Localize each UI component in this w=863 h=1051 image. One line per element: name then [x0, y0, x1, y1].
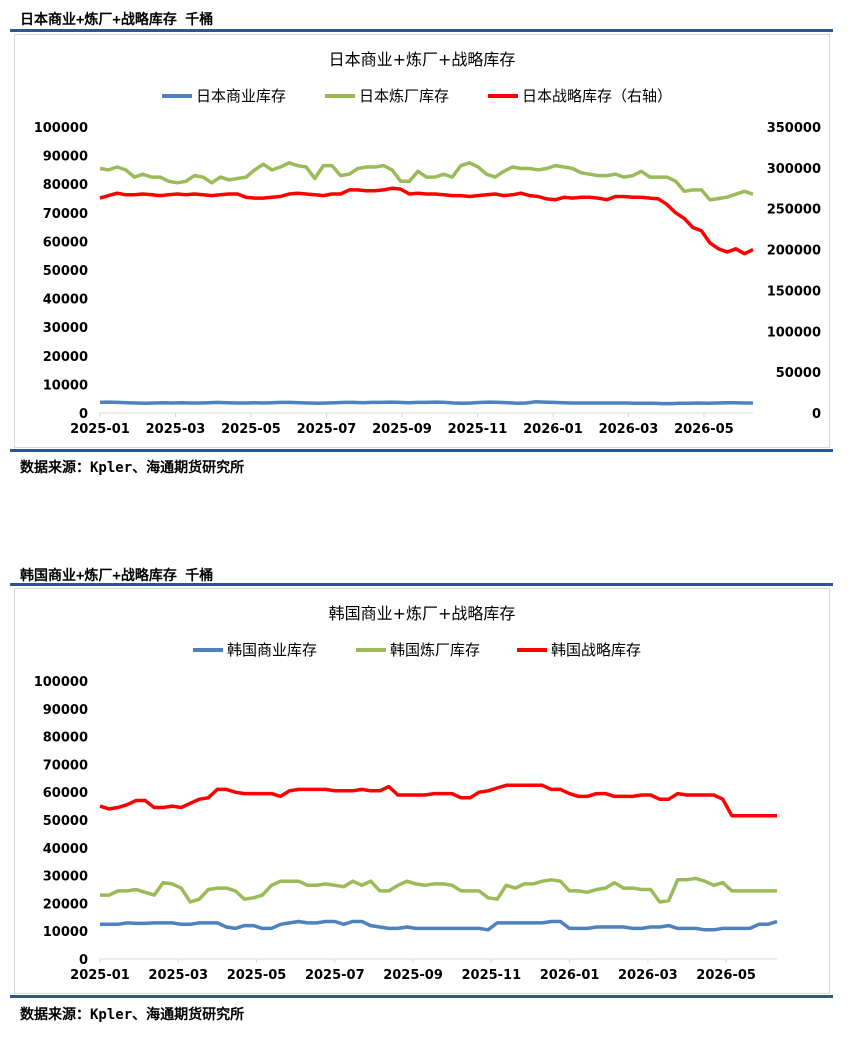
x-tick-label: 2025-11: [448, 422, 508, 437]
legend-label-commercial: 日本商业库存: [196, 87, 286, 105]
x-tick-label: 2025-05: [221, 422, 281, 437]
x-tick-label: 2025-07: [297, 422, 357, 437]
y2-tick-label: 200000: [767, 244, 821, 259]
x-tick-label: 2026-01: [523, 422, 583, 437]
chart-frame-korea: 韩国商业+炼厂+战略库存 韩国商业库存 韩国炼厂库存 韩国战略库存 0 10000…: [14, 588, 830, 994]
y-tick-label: 40000: [43, 842, 88, 857]
series-line-refinery: [99, 161, 754, 202]
source-note-japan: 数据来源：Kpler、海通期货研究所: [20, 460, 245, 476]
x-tick-label: 2026-05: [696, 968, 756, 983]
y-tick-label: 20000: [43, 350, 88, 365]
chart-title: 日本商业+炼厂+战略库存: [329, 50, 516, 69]
legend: 日本商业库存 日本炼厂库存 日本战略库存（右轴）: [162, 87, 672, 105]
x-tick-label: 2025-09: [372, 422, 432, 437]
y-tick-label: 10000: [43, 925, 88, 940]
y-tick-label: 80000: [43, 731, 88, 746]
y-tick-label: 40000: [43, 293, 88, 308]
legend-label-refinery: 日本炼厂库存: [359, 87, 449, 105]
x-tick-label: 2026-03: [599, 422, 659, 437]
y-tick-label: 60000: [43, 786, 88, 801]
chart-japan: 日本商业+炼厂+战略库存 日本商业库存 日本炼厂库存 日本战略库存（右轴） 0 1…: [34, 50, 821, 437]
section-heading-korea: 韩国商业+炼厂+战略库存 千桶: [20, 568, 214, 584]
y-tick-label: 20000: [43, 897, 88, 912]
y2-tick-label: 300000: [767, 162, 821, 177]
y2-tick-label: 150000: [767, 284, 821, 299]
x-tick-label: 2025-01: [70, 422, 130, 437]
bottom-rule-japan: [10, 449, 833, 452]
y-tick-label: 60000: [43, 235, 88, 250]
y-tick-label: 50000: [43, 814, 88, 829]
y2-tick-label: 250000: [767, 203, 821, 218]
x-tick-label: 2025-09: [383, 968, 443, 983]
x-tick-label: 2026-01: [540, 968, 600, 983]
y2-tick-label: 350000: [767, 121, 821, 136]
x-tick-label: 2026-05: [674, 422, 734, 437]
series-line-strategic: [99, 783, 777, 818]
x-tick-label: 2026-03: [618, 968, 678, 983]
y-tick-label: 30000: [43, 321, 88, 336]
y-tick-label: 70000: [43, 758, 88, 773]
y-tick-label: 10000: [43, 378, 88, 393]
legend-label-strategic: 日本战略库存（右轴）: [522, 87, 672, 105]
legend: 韩国商业库存 韩国炼厂库存 韩国战略库存: [193, 641, 641, 659]
y-tick-label: 70000: [43, 207, 88, 222]
series-line-strategic: [99, 186, 754, 256]
y-tick-label: 100000: [34, 675, 88, 690]
bottom-rule-korea: [10, 995, 833, 998]
x-tick-label: 2025-07: [305, 968, 365, 983]
y-tick-label: 0: [79, 953, 88, 968]
series-line-commercial: [99, 400, 753, 406]
y2-tick-label: 50000: [776, 366, 821, 381]
y-tick-label: 90000: [43, 150, 88, 165]
y-tick-label: 80000: [43, 178, 88, 193]
y2-tick-label: 0: [812, 407, 821, 422]
series-line-refinery: [100, 876, 777, 904]
top-rule-korea: [10, 583, 833, 586]
chart-frame-japan: 日本商业+炼厂+战略库存 日本商业库存 日本炼厂库存 日本战略库存（右轴） 0 1…: [14, 34, 830, 448]
y-tick-label: 90000: [43, 703, 88, 718]
x-tick-label: 2025-01: [70, 968, 130, 983]
x-tick-label: 2025-03: [148, 968, 208, 983]
x-tick-label: 2025-11: [461, 968, 521, 983]
series-line-commercial: [100, 919, 778, 932]
top-rule-japan: [10, 29, 833, 32]
legend-label-commercial: 韩国商业库存: [227, 641, 317, 659]
chart-korea: 韩国商业+炼厂+战略库存 韩国商业库存 韩国炼厂库存 韩国战略库存 0 10000…: [34, 604, 778, 983]
y-tick-label: 100000: [34, 121, 88, 136]
y2-tick-label: 100000: [767, 325, 821, 340]
section-heading-japan: 日本商业+炼厂+战略库存 千桶: [20, 12, 214, 28]
x-tick-label: 2025-03: [146, 422, 206, 437]
y-tick-label: 30000: [43, 870, 88, 885]
y-tick-label: 50000: [43, 264, 88, 279]
chart-title: 韩国商业+炼厂+战略库存: [329, 604, 516, 623]
legend-label-strategic: 韩国战略库存: [551, 641, 641, 659]
x-tick-label: 2025-05: [227, 968, 287, 983]
legend-label-refinery: 韩国炼厂库存: [390, 641, 480, 659]
source-note-korea: 数据来源：Kpler、海通期货研究所: [20, 1007, 245, 1023]
y-tick-label: 0: [79, 407, 88, 422]
